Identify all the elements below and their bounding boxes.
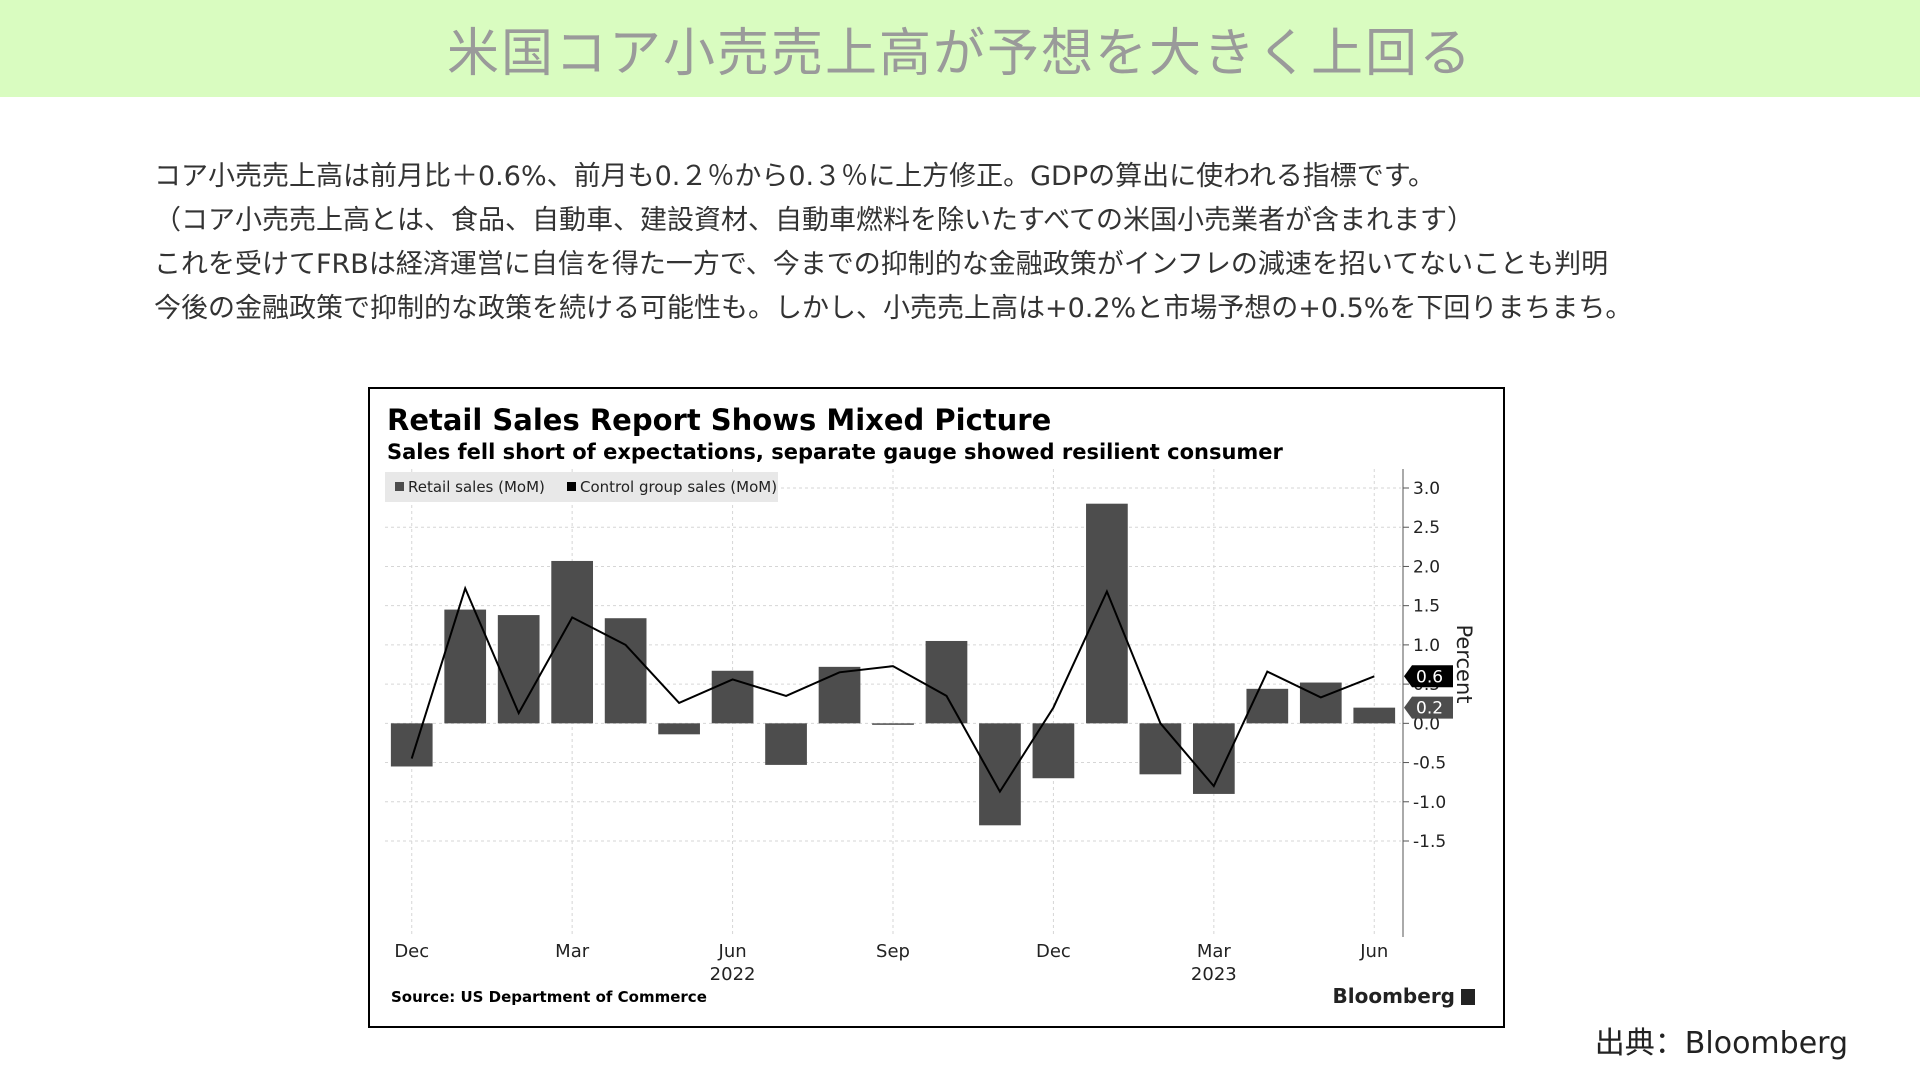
y-tick-label: 2.5	[1413, 518, 1440, 538]
retail-sales-bar	[1032, 723, 1075, 779]
control-group-line-layer	[410, 585, 1375, 794]
retail-sales-bar	[497, 615, 540, 724]
x-tick-label: Mar	[1197, 941, 1232, 962]
chart-subtitle: Sales fell short of expectations, separa…	[387, 440, 1284, 464]
retail-sales-bar	[658, 723, 700, 735]
x-tick-label: Dec	[1036, 941, 1071, 962]
chart-source: Source: US Department of Commerce	[391, 988, 707, 1006]
value-label-text: 0.6	[1416, 667, 1443, 687]
y-axis: 3.02.52.01.51.00.50.0-0.5-1.0-1.5	[1402, 469, 1446, 937]
retail-sales-bar	[765, 723, 807, 765]
retail-sales-bar	[1192, 723, 1235, 794]
x-tick-label: Jun	[1359, 941, 1388, 962]
bars	[390, 503, 1396, 826]
chart-frame: Retail Sales Report Shows Mixed Picture …	[368, 387, 1505, 1028]
bloomberg-brand: Bloomberg	[1333, 984, 1455, 1008]
x-tick-label: Sep	[876, 941, 910, 962]
x-year-label: 2022	[710, 964, 756, 985]
value-labels: 0.6 0.2	[1404, 665, 1453, 719]
legend-label-retail-sales: Retail sales (MoM)	[408, 478, 545, 496]
x-tick-label: Mar	[555, 941, 590, 962]
paragraph-1: コア小売売上高は前月比＋0.6%、前月も0.２％から0.３％に上方修正。GDPの…	[154, 161, 1436, 192]
y-tick-label: 3.0	[1413, 479, 1440, 499]
page-title: 米国コア小売売上高が予想を大きく上回る	[446, 24, 1473, 84]
retail-sales-bar	[1353, 707, 1396, 724]
x-tick-label: Jun	[718, 941, 747, 962]
retail-sales-bar	[390, 723, 433, 767]
retail-sales-bar	[604, 618, 647, 724]
paragraph-4: 今後の金融政策で抑制的な政策を続ける可能性も。しかし、小売売上高は+0.2%と市…	[154, 293, 1633, 324]
y-axis-label: Percent	[1452, 624, 1476, 703]
bloomberg-logo-icon	[1461, 989, 1475, 1005]
y-tick-label: 1.0	[1413, 636, 1440, 656]
y-tick-label: 1.5	[1413, 597, 1440, 617]
y-tick-label: -1.0	[1413, 793, 1446, 813]
paragraph-2: （コア小売売上高とは、食品、自動車、建設資材、自動車燃料を除いたすべての米国小売…	[154, 205, 1475, 236]
retail-sales-bar	[444, 609, 487, 724]
x-tick-label: Dec	[394, 941, 429, 962]
retail-sales-bar	[1086, 503, 1128, 724]
y-tick-label: 2.0	[1413, 557, 1440, 577]
legend-background	[385, 472, 778, 502]
y-tick-label: -0.5	[1413, 754, 1446, 774]
value-label-tag	[1404, 665, 1453, 688]
value-label-tag	[1404, 696, 1453, 719]
legend-swatch-control-group	[567, 482, 576, 491]
retail-sales-bar	[818, 666, 861, 724]
retail-sales-bar	[925, 640, 968, 724]
retail-sales-bar	[979, 723, 1021, 826]
retail-sales-bar	[1246, 688, 1289, 724]
retail-sales-bar	[872, 723, 914, 725]
retail-sales-bar	[1139, 723, 1182, 775]
control-group-line	[410, 585, 1375, 794]
x-year-label: 2023	[1191, 964, 1237, 985]
value-label-text: 0.2	[1416, 699, 1443, 719]
retail-sales-bar	[1299, 682, 1342, 724]
legend-swatch-retail-sales	[395, 482, 404, 491]
legend: Retail sales (MoM) Control group sales (…	[385, 472, 778, 502]
retail-sales-chart: Retail Sales Report Shows Mixed Picture …	[385, 403, 1476, 1008]
title-banner: 米国コア小売売上高が予想を大きく上回る	[0, 0, 1920, 97]
source-credit: 出典：Bloomberg	[1594, 1026, 1848, 1061]
y-tick-label: -1.5	[1413, 832, 1446, 852]
chart-title: Retail Sales Report Shows Mixed Picture	[387, 403, 1051, 437]
legend-label-control-group: Control group sales (MoM)	[580, 478, 777, 496]
paragraph-3: これを受けてFRBは経済運営に自信を得た一方で、今までの抑制的な金融政策がインフ…	[154, 249, 1609, 280]
y-tick-label: 0.0	[1413, 714, 1440, 734]
body-text: コア小売売上高は前月比＋0.6%、前月も0.２％から0.３％に上方修正。GDPの…	[154, 155, 1874, 331]
